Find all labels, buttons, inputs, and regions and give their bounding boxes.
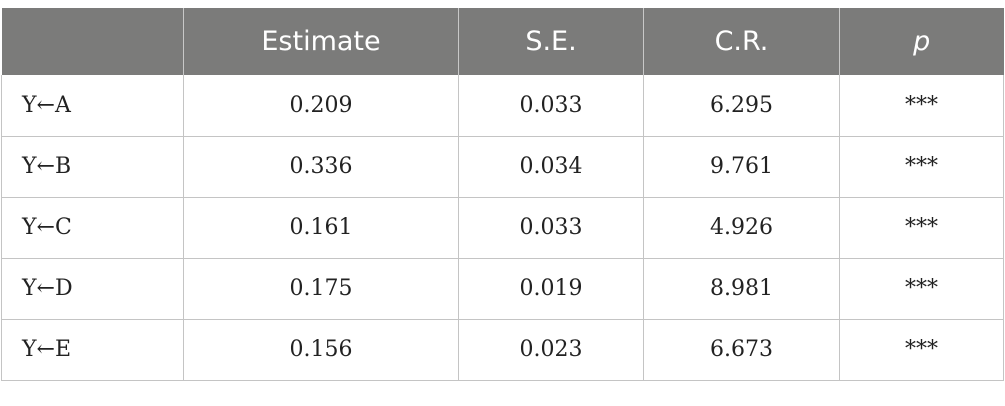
cell-se: 0.033 xyxy=(458,75,644,137)
cell-se: 0.033 xyxy=(458,196,644,259)
cell-cr: 6.295 xyxy=(643,75,840,137)
cell-cr: 6.673 xyxy=(643,318,840,381)
cell-estimate: 0.336 xyxy=(183,135,459,198)
cell-p: *** xyxy=(839,135,1004,198)
path-estimates-table: Estimate S.E. C.R. p Y←A 0.209 0.033 6.2… xyxy=(1,8,1004,381)
cell-path: Y←B xyxy=(1,135,184,198)
cell-path: Y←C xyxy=(1,196,184,259)
cell-cr: 8.981 xyxy=(643,257,840,320)
cell-se: 0.019 xyxy=(458,257,644,320)
header-p: p xyxy=(839,8,1004,75)
table-row: Y←C 0.161 0.033 4.926 *** xyxy=(1,196,1004,259)
cell-p: *** xyxy=(839,318,1004,381)
cell-path: Y←A xyxy=(1,75,184,137)
cell-estimate: 0.209 xyxy=(183,75,459,137)
header-cr: C.R. xyxy=(643,8,840,75)
cell-p: *** xyxy=(839,75,1004,137)
cell-cr: 9.761 xyxy=(643,135,840,198)
header-row: Estimate S.E. C.R. p xyxy=(1,8,1004,75)
header-se: S.E. xyxy=(458,8,644,75)
table-row: Y←A 0.209 0.033 6.295 *** xyxy=(1,75,1004,137)
table-row: Y←D 0.175 0.019 8.981 *** xyxy=(1,257,1004,320)
table-header: Estimate S.E. C.R. p xyxy=(1,8,1004,75)
header-estimate: Estimate xyxy=(183,8,459,75)
cell-se: 0.023 xyxy=(458,318,644,381)
table-row: Y←E 0.156 0.023 6.673 *** xyxy=(1,318,1004,381)
cell-cr: 4.926 xyxy=(643,196,840,259)
cell-estimate: 0.175 xyxy=(183,257,459,320)
header-path xyxy=(1,8,184,75)
cell-estimate: 0.161 xyxy=(183,196,459,259)
cell-estimate: 0.156 xyxy=(183,318,459,381)
table-body: Y←A 0.209 0.033 6.295 *** Y←B 0.336 0.03… xyxy=(1,75,1004,381)
cell-p: *** xyxy=(839,257,1004,320)
cell-se: 0.034 xyxy=(458,135,644,198)
cell-path: Y←D xyxy=(1,257,184,320)
cell-p: *** xyxy=(839,196,1004,259)
cell-path: Y←E xyxy=(1,318,184,381)
table-row: Y←B 0.336 0.034 9.761 *** xyxy=(1,135,1004,198)
